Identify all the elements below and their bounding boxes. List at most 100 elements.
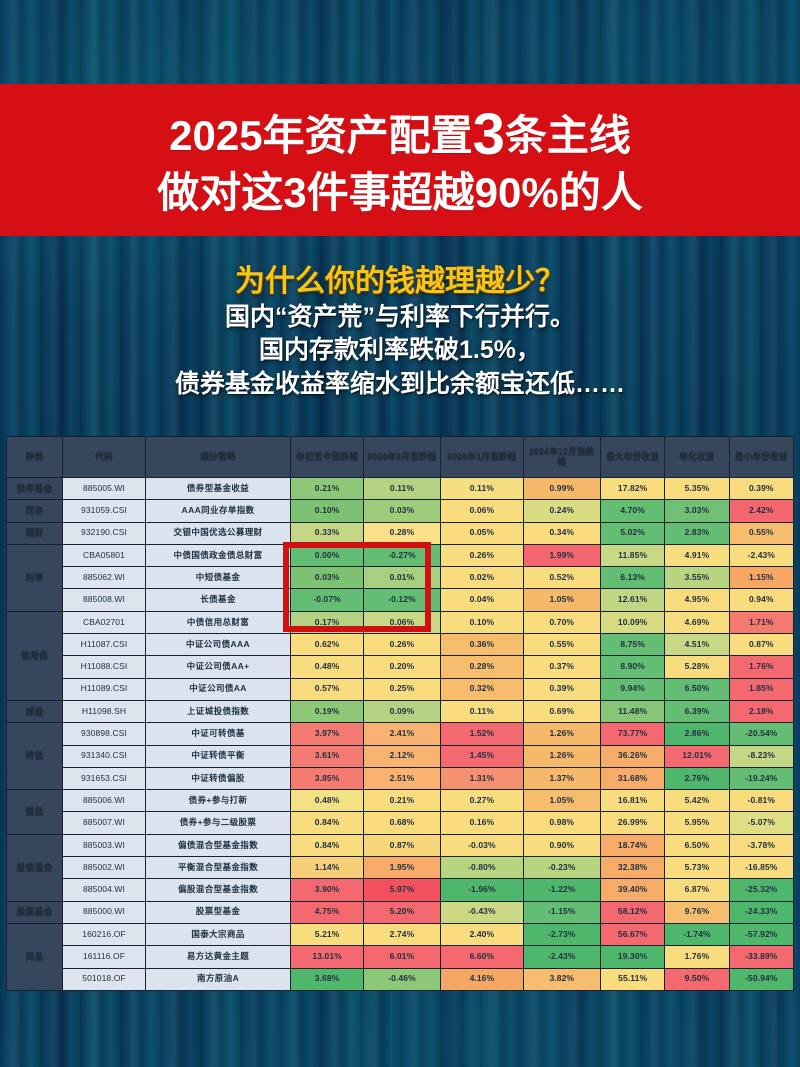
strategy-cell: 长债基金 bbox=[144, 588, 292, 612]
value-cell-ytd: 0.21% bbox=[290, 476, 364, 501]
value-cell-min_year: 1.85% bbox=[728, 677, 795, 701]
value-cell-jan25: -0.03% bbox=[440, 833, 524, 858]
value-cell-max_year: 55.11% bbox=[599, 967, 666, 991]
value-cell-dec24: -1.22% bbox=[522, 878, 601, 902]
column-header-8: 年化收益 bbox=[664, 436, 730, 478]
value-cell-dec24: -2.43% bbox=[522, 945, 601, 969]
table-row: H11087.CSI 中证公司债AAA 0.62% 0.26% 0.36% 0.55% 8.… bbox=[7, 633, 795, 657]
category-cell: 股票基金 bbox=[5, 900, 64, 924]
table-row: 强债 885006.WI 债券+参与打新 0.48% 0.21% 0.27% 1.05% 16… bbox=[5, 789, 795, 835]
value-cell-min_year: 0.94% bbox=[728, 588, 795, 612]
table-row: 885007.WI 债券+参与二级股票 0.84% 0.68% 0.16% 0.98% 26… bbox=[7, 811, 795, 835]
column-header-0: 种类 bbox=[5, 436, 64, 478]
strategy-cell: 中短债基金 bbox=[144, 566, 292, 590]
value-cell-annualized: 9.76% bbox=[664, 900, 730, 924]
strategy-cell: 国泰大宗商品 bbox=[144, 922, 292, 947]
table-row: H11088.CSI 中证公司债AA+ 0.48% 0.20% 0.28% 0.37% 8.… bbox=[7, 655, 795, 679]
subhead-line-3: 债券基金收益率缩水到比余额宝还低…… bbox=[174, 369, 625, 398]
value-cell-jan25: 0.28% bbox=[440, 655, 524, 679]
value-cell-feb25: 0.25% bbox=[362, 677, 442, 701]
strategy-cell: 中证转债平衡 bbox=[144, 744, 292, 768]
code-cell: 885003.WI bbox=[62, 833, 146, 858]
value-cell-annualized: 4.69% bbox=[664, 610, 730, 635]
column-header-3: 年初至今涨跌幅 bbox=[290, 436, 364, 478]
value-cell-dec24: 1.37% bbox=[522, 766, 601, 791]
value-cell-max_year: 11.48% bbox=[599, 699, 666, 724]
value-cell-ytd: 0.10% bbox=[290, 499, 364, 523]
value-cell-max_year: 17.82% bbox=[599, 476, 666, 501]
value-cell-annualized: 5.42% bbox=[664, 789, 730, 813]
value-cell-min_year: -25.32% bbox=[728, 878, 795, 902]
value-cell-jan25: 0.11% bbox=[440, 476, 524, 501]
value-cell-jan25: -1.96% bbox=[440, 878, 524, 902]
value-cell-ytd: 5.21% bbox=[290, 922, 364, 947]
strategy-cell: 偏股混合型基金指数 bbox=[144, 878, 292, 902]
table-row: 商品 160216.OF 国泰大宗商品 5.21% 2.74% 2.40% -2.73% 56… bbox=[5, 922, 795, 991]
value-cell-feb25: 0.06% bbox=[362, 610, 442, 635]
category-cell: 商品 bbox=[5, 922, 64, 991]
category-cell: 股债混合 bbox=[5, 833, 64, 902]
value-cell-dec24: 0.69% bbox=[522, 699, 601, 724]
value-cell-jan25: 4.16% bbox=[440, 967, 524, 991]
value-cell-dec24: 1.05% bbox=[522, 789, 601, 813]
headline-line-1-number: 3 bbox=[472, 101, 505, 167]
value-cell-max_year: 56.67% bbox=[599, 922, 666, 947]
subhead-line-2: 国内存款利率跌破1.5%， bbox=[259, 336, 541, 365]
asset-allocation-table-container: 种类 代码 细分策略 年初至今涨跌幅 2025年2月涨跌幅 2025年1月涨跌幅 2024年… bbox=[5, 436, 795, 991]
value-cell-max_year: 11.85% bbox=[599, 543, 666, 568]
value-cell-min_year: -57.92% bbox=[728, 922, 795, 947]
value-cell-ytd: 0.33% bbox=[290, 521, 364, 545]
value-cell-max_year: 26.99% bbox=[599, 811, 666, 835]
value-cell-dec24: 0.39% bbox=[522, 677, 601, 701]
value-cell-feb25: 6.01% bbox=[362, 945, 442, 969]
value-cell-annualized: 3.03% bbox=[664, 499, 730, 523]
value-cell-max_year: 12.61% bbox=[599, 588, 666, 612]
value-cell-ytd: 0.57% bbox=[290, 677, 364, 701]
value-cell-dec24: 3.82% bbox=[522, 967, 601, 991]
value-cell-dec24: 1.26% bbox=[522, 722, 601, 746]
value-cell-min_year: -16.85% bbox=[728, 856, 795, 880]
value-cell-dec24: 0.37% bbox=[522, 655, 601, 679]
value-cell-jan25: 0.32% bbox=[440, 677, 524, 701]
table-row: 885002.WI 平衡混合型基金指数 1.14% 1.95% -0.80% -0.23%… bbox=[7, 856, 795, 880]
value-cell-max_year: 39.40% bbox=[599, 878, 666, 902]
code-cell: 885062.WI bbox=[62, 566, 146, 590]
value-cell-dec24: 0.52% bbox=[522, 566, 601, 590]
code-cell: 501018.OF bbox=[62, 967, 146, 991]
category-cell: 转债 bbox=[5, 722, 64, 791]
value-cell-feb25: 2.41% bbox=[362, 722, 442, 746]
value-cell-min_year: -19.24% bbox=[728, 766, 795, 791]
table-row: 债券基金 885005.WI 债券型基金收益 0.21% 0.11% 0.11% 0.99%… bbox=[5, 476, 795, 501]
category-cell: 债券基金 bbox=[5, 476, 64, 501]
table-row: 931653.CSI 中证转债偏股 3.85% 2.51% 1.31% 1.37% 31.6… bbox=[7, 766, 795, 791]
table-row: 161116.OF 易方达黄金主题 13.01% 6.01% 6.60% -2.43% 19… bbox=[7, 945, 795, 969]
code-cell: CBA02701 bbox=[62, 610, 146, 635]
headline-line-1: 2025年资产配置3条主线 bbox=[169, 101, 631, 167]
value-cell-feb25: 0.03% bbox=[362, 499, 442, 523]
value-cell-ytd: 0.48% bbox=[290, 655, 364, 679]
value-cell-jan25: 0.26% bbox=[440, 543, 524, 568]
value-cell-annualized: 2.76% bbox=[664, 766, 730, 791]
value-cell-ytd: 3.97% bbox=[290, 722, 364, 746]
value-cell-jan25: 0.04% bbox=[440, 588, 524, 612]
category-cell: 理财 bbox=[5, 521, 64, 545]
value-cell-jan25: -0.43% bbox=[440, 900, 524, 924]
value-cell-annualized: 6.39% bbox=[664, 699, 730, 724]
value-cell-max_year: 16.81% bbox=[599, 789, 666, 813]
value-cell-jan25: 0.11% bbox=[440, 699, 524, 724]
value-cell-ytd: 0.84% bbox=[290, 833, 364, 858]
strategy-cell: 中证转债偏股 bbox=[144, 766, 292, 791]
strategy-cell: 股票型基金 bbox=[144, 900, 292, 924]
strategy-cell: 偏债混合型基金指数 bbox=[144, 833, 292, 858]
value-cell-max_year: 9.94% bbox=[599, 677, 666, 701]
value-cell-annualized: 2.86% bbox=[664, 722, 730, 746]
headline-line-1-post: 条主线 bbox=[504, 111, 631, 159]
value-cell-min_year: 1.71% bbox=[728, 610, 795, 635]
value-cell-feb25: 0.20% bbox=[362, 655, 442, 679]
value-cell-feb25: 2.51% bbox=[362, 766, 442, 791]
table-row: 股债混合 885003.WI 偏债混合型基金指数 0.84% 0.87% -0.03% 0.… bbox=[5, 833, 795, 902]
value-cell-annualized: 6.50% bbox=[664, 833, 730, 858]
value-cell-ytd: 0.19% bbox=[290, 699, 364, 724]
value-cell-max_year: 58.12% bbox=[599, 900, 666, 924]
value-cell-jan25: 1.45% bbox=[440, 744, 524, 768]
